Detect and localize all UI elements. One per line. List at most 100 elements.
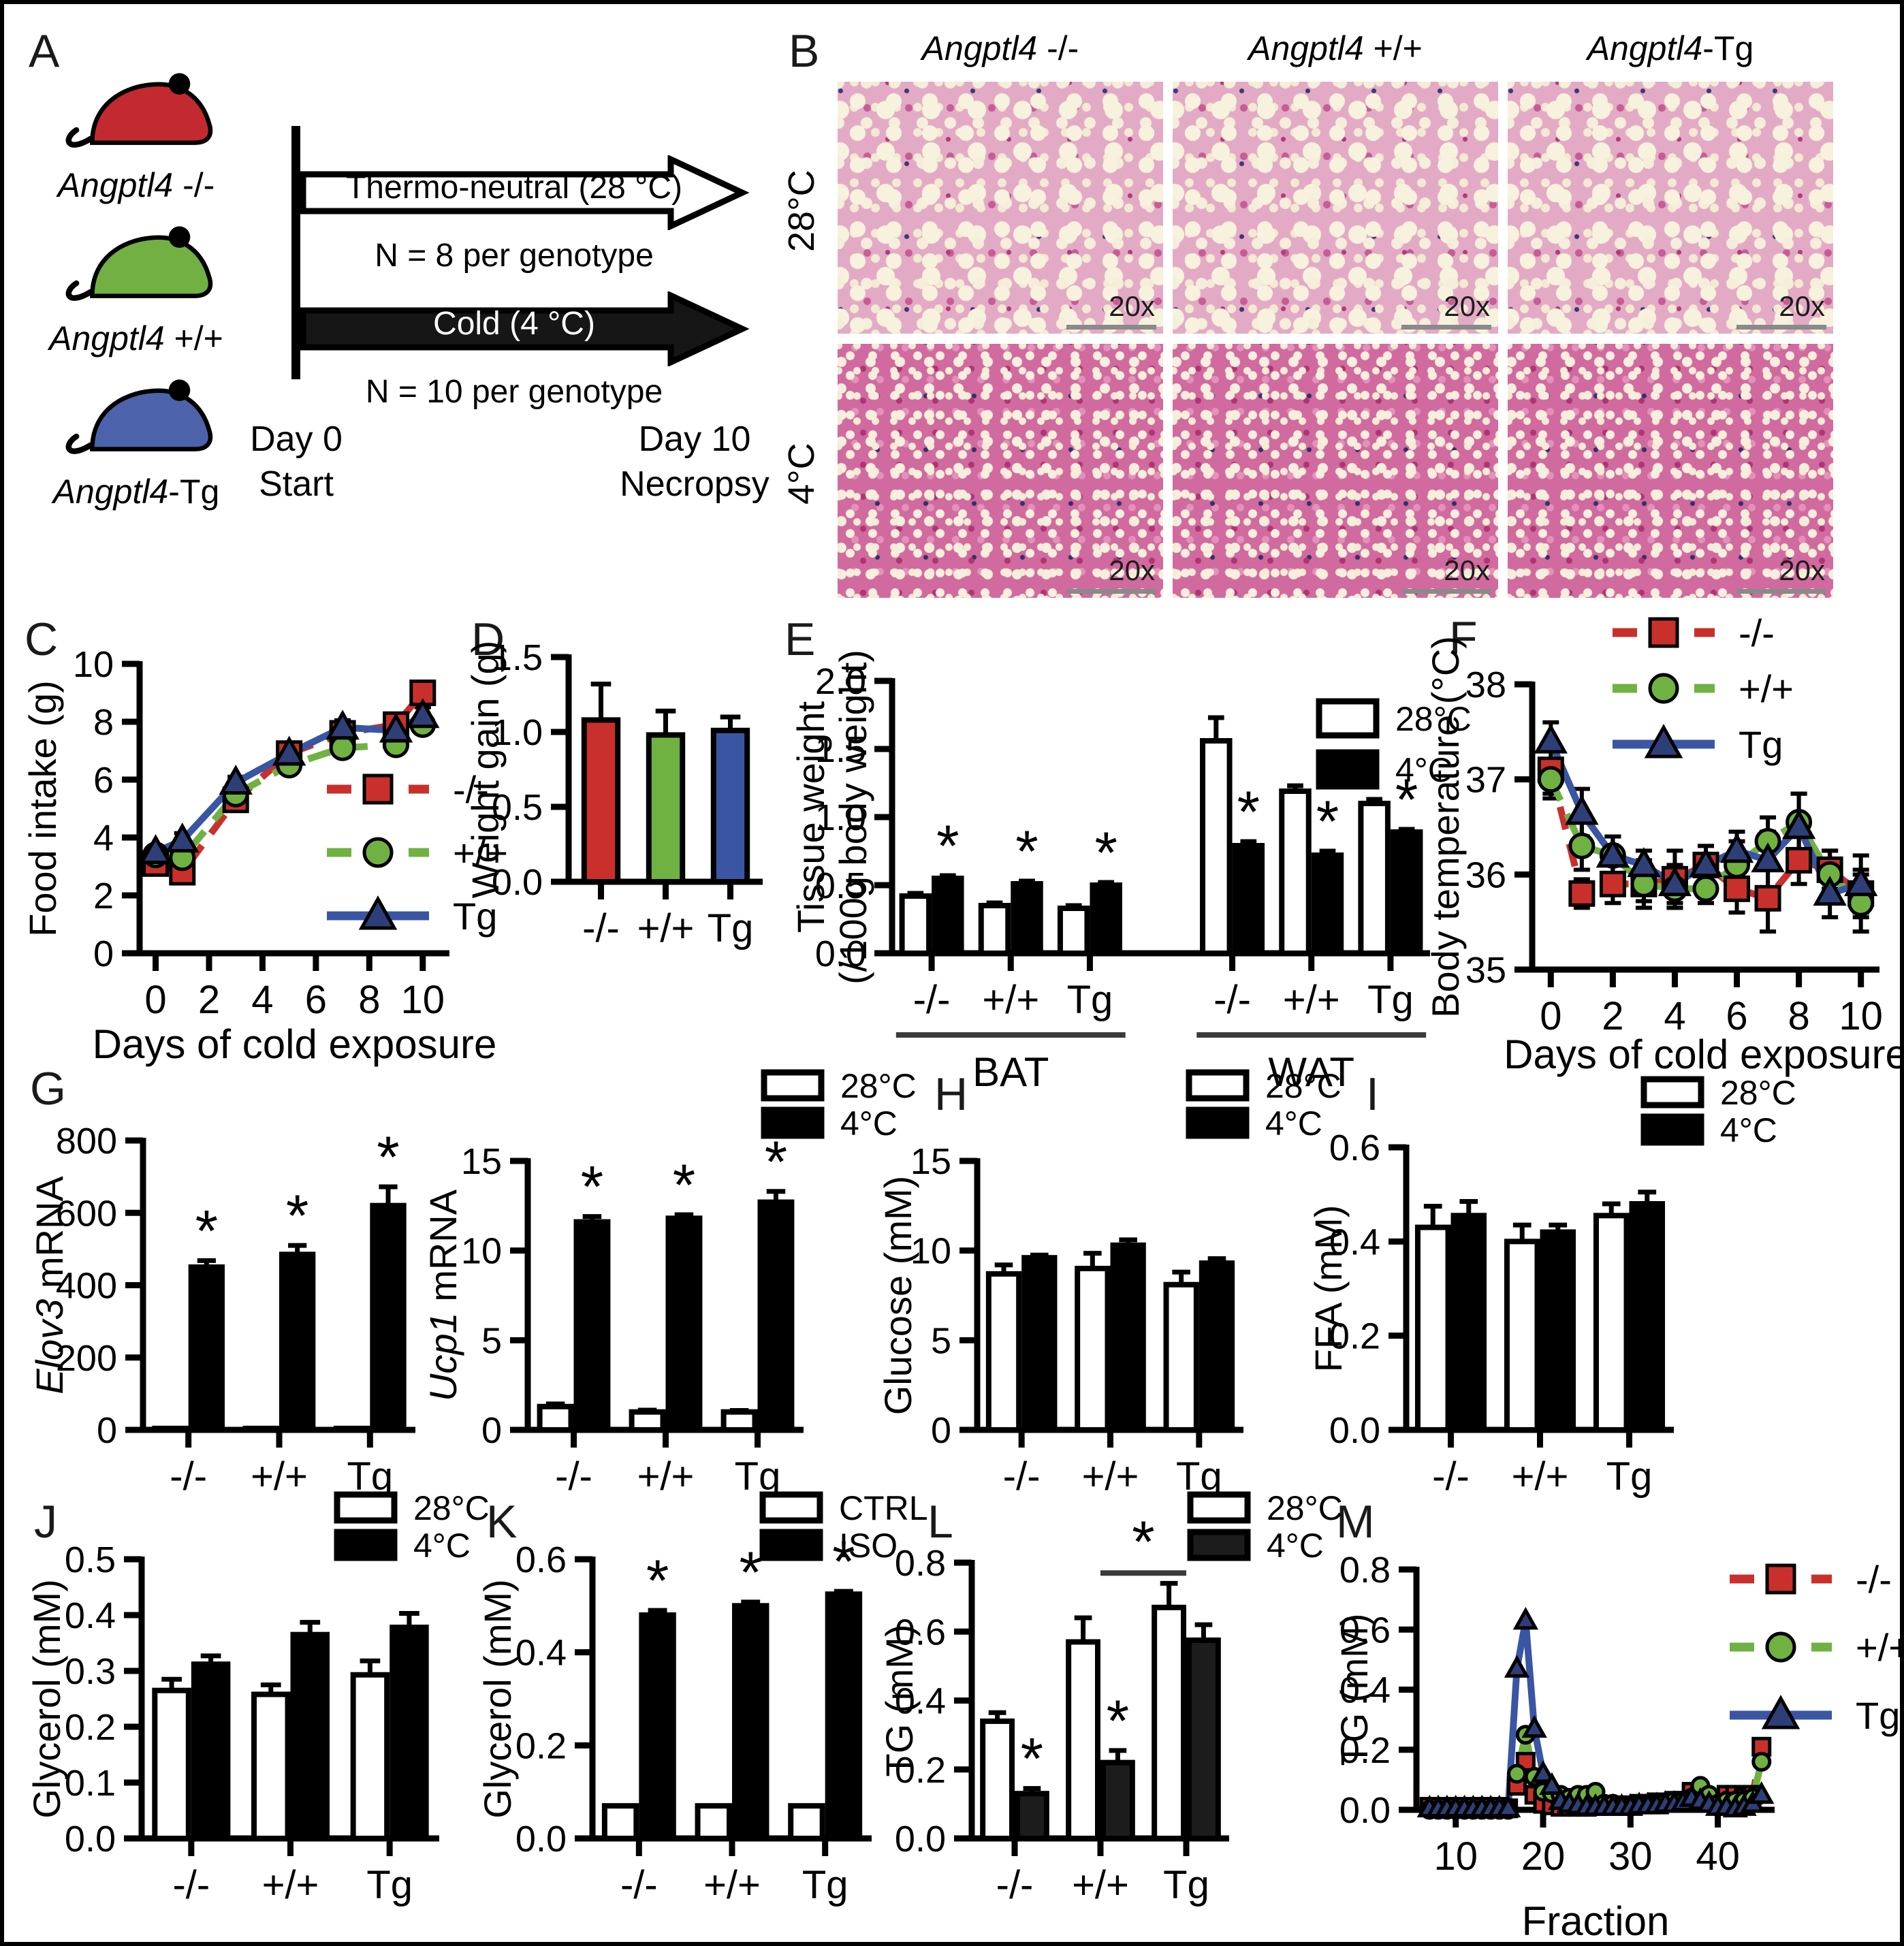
- svg-text:0.8: 0.8: [1339, 1550, 1391, 1591]
- histology-row-label-4c: 4°C: [781, 443, 822, 505]
- magnification-label: 20x: [1779, 554, 1825, 586]
- svg-text:-/-: -/-: [170, 1454, 207, 1499]
- svg-text:4°C: 4°C: [1267, 1527, 1324, 1565]
- panel-label-f: F: [1449, 612, 1478, 664]
- svg-text:0.4: 0.4: [515, 1633, 567, 1674]
- svg-text:Tg: Tg: [708, 906, 754, 951]
- mouse-icon-wildtype: [65, 226, 213, 301]
- scale-bar: [1401, 589, 1491, 594]
- svg-text:Glycerol (mM): Glycerol (mM): [476, 1579, 519, 1819]
- mouse-label-wildtype: Angptl4 +/+: [20, 319, 252, 358]
- svg-text:ISO: ISO: [839, 1527, 898, 1565]
- mouse-tail: [65, 280, 93, 301]
- thermoneutral-arrow-label: Thermo-neutral (28 °C): [345, 170, 682, 206]
- svg-text:Body temperature (°C): Body temperature (°C): [1424, 636, 1467, 1018]
- svg-text:-/-: -/-: [620, 1863, 658, 1907]
- svg-text:0.6: 0.6: [515, 1540, 567, 1580]
- magnification-label: 20x: [1109, 290, 1155, 322]
- svg-text:*: *: [1094, 820, 1117, 886]
- svg-text:0: 0: [144, 978, 166, 1022]
- svg-text:-/-: -/-: [1739, 611, 1775, 654]
- mouse-label-italic: Angptl4: [49, 319, 165, 357]
- mouse-icon-transgenic: [65, 379, 213, 454]
- svg-text:6: 6: [93, 760, 114, 801]
- svg-text:Tg: Tg: [1367, 978, 1414, 1022]
- mouse-ear: [168, 226, 191, 248]
- svg-text:Tg: Tg: [1739, 723, 1783, 766]
- arrow-shape: [300, 291, 749, 366]
- svg-text:*: *: [377, 1125, 399, 1190]
- svg-text:1.0: 1.0: [492, 712, 543, 753]
- svg-text:Days of cold exposure: Days of cold exposure: [93, 1021, 497, 1067]
- svg-text:30: 30: [1608, 1834, 1653, 1879]
- svg-text:0.8: 0.8: [895, 1543, 946, 1584]
- svg-text:38: 38: [1465, 665, 1506, 705]
- svg-text:5: 5: [481, 1320, 502, 1361]
- mouse-ear: [168, 73, 191, 95]
- svg-text:+/+: +/+: [1283, 978, 1340, 1022]
- svg-text:2: 2: [93, 876, 114, 916]
- mouse-label-transgenic: Angptl4-Tg: [20, 472, 252, 511]
- svg-text:(/100g body weight): (/100g body weight): [831, 650, 874, 985]
- svg-text:5: 5: [931, 1320, 951, 1361]
- svg-text:Days of cold exposure: Days of cold exposure: [1504, 1032, 1904, 1077]
- svg-text:TG (mM): TG (mM): [878, 1625, 921, 1777]
- svg-text:0.6: 0.6: [1339, 1610, 1391, 1650]
- svg-text:8: 8: [93, 702, 114, 743]
- svg-text:0.2: 0.2: [895, 1750, 946, 1791]
- svg-text:-/-: -/-: [996, 1863, 1034, 1907]
- panel-label-l: L: [927, 1496, 953, 1548]
- svg-text:Tg: Tg: [735, 1454, 781, 1499]
- svg-text:37: 37: [1465, 760, 1506, 801]
- svg-text:0.4: 0.4: [65, 1595, 116, 1636]
- histology-image-4c-knockout: 20x: [838, 344, 1163, 598]
- svg-text:4°C: 4°C: [840, 1104, 898, 1143]
- svg-text:Tg: Tg: [1067, 978, 1113, 1022]
- svg-text:Tg: Tg: [347, 1454, 393, 1499]
- svg-text:10: 10: [461, 1231, 502, 1272]
- svg-text:-/-: -/-: [913, 978, 951, 1022]
- svg-text:*: *: [195, 1198, 218, 1264]
- svg-text:0: 0: [93, 934, 114, 974]
- svg-text:*: *: [1107, 1689, 1129, 1754]
- ffa-bar-chart: 0.0 0.2 0.4 0.6 FFA (mM) -/- +/+ Tg 28°C4°C: [1307, 1074, 1796, 1499]
- histology-image-28c-knockout: 20x: [838, 82, 1163, 334]
- svg-text:28°C: 28°C: [413, 1489, 490, 1527]
- svg-text:WAT: WAT: [1268, 1049, 1354, 1095]
- svg-text:Glycerol (mM): Glycerol (mM): [25, 1579, 68, 1819]
- svg-text:+/+: +/+: [1856, 1626, 1904, 1669]
- svg-text:2: 2: [1602, 994, 1623, 1038]
- svg-text:+/+: +/+: [262, 1863, 319, 1907]
- svg-text:0: 0: [1540, 994, 1561, 1038]
- svg-text:*: *: [765, 1130, 787, 1195]
- svg-text:4°C: 4°C: [413, 1527, 471, 1565]
- histology-column-header-transgenic: Angptl4-Tg: [1508, 29, 1833, 68]
- cold-arrow-label: Cold (4 °C): [433, 306, 595, 342]
- mouse-label-knockout: Angptl4 -/-: [20, 165, 252, 205]
- svg-text:0.4: 0.4: [1329, 1222, 1380, 1262]
- svg-text:10: 10: [1839, 994, 1883, 1038]
- tg-bar-chart: 0.0 0.2 0.4 0.6 0.8 TG (mM) * * -/- +/+ Tg * 28°C4°C: [878, 1489, 1343, 1907]
- mouse-label-rest: -/-: [173, 166, 215, 204]
- svg-text:Tg: Tg: [1856, 1694, 1900, 1737]
- svg-text:0.5: 0.5: [65, 1540, 116, 1580]
- mouse-body: [90, 388, 213, 451]
- svg-text:600: 600: [56, 1193, 117, 1234]
- panel-label-b: B: [789, 25, 820, 77]
- svg-text:*: *: [646, 1548, 669, 1614]
- header-italic: Angptl4: [1248, 29, 1364, 67]
- day0-text: Day 0: [250, 419, 343, 459]
- svg-text:28°C: 28°C: [840, 1067, 917, 1105]
- svg-text:*: *: [581, 1155, 603, 1220]
- svg-text:0.5: 0.5: [815, 865, 866, 906]
- svg-text:4: 4: [93, 818, 114, 859]
- svg-text:35: 35: [1465, 950, 1506, 991]
- svg-text:40: 40: [1696, 1834, 1740, 1879]
- svg-text:-/-: -/-: [1213, 978, 1251, 1022]
- svg-text:FFA (mM): FFA (mM): [1307, 1205, 1350, 1373]
- ucp1-mrna-bar-chart: 0 5 10 15 Ucp1 mRNA * * * -/- +/+ Tg 28°C4°C: [422, 1067, 917, 1499]
- scale-bar: [1066, 589, 1156, 594]
